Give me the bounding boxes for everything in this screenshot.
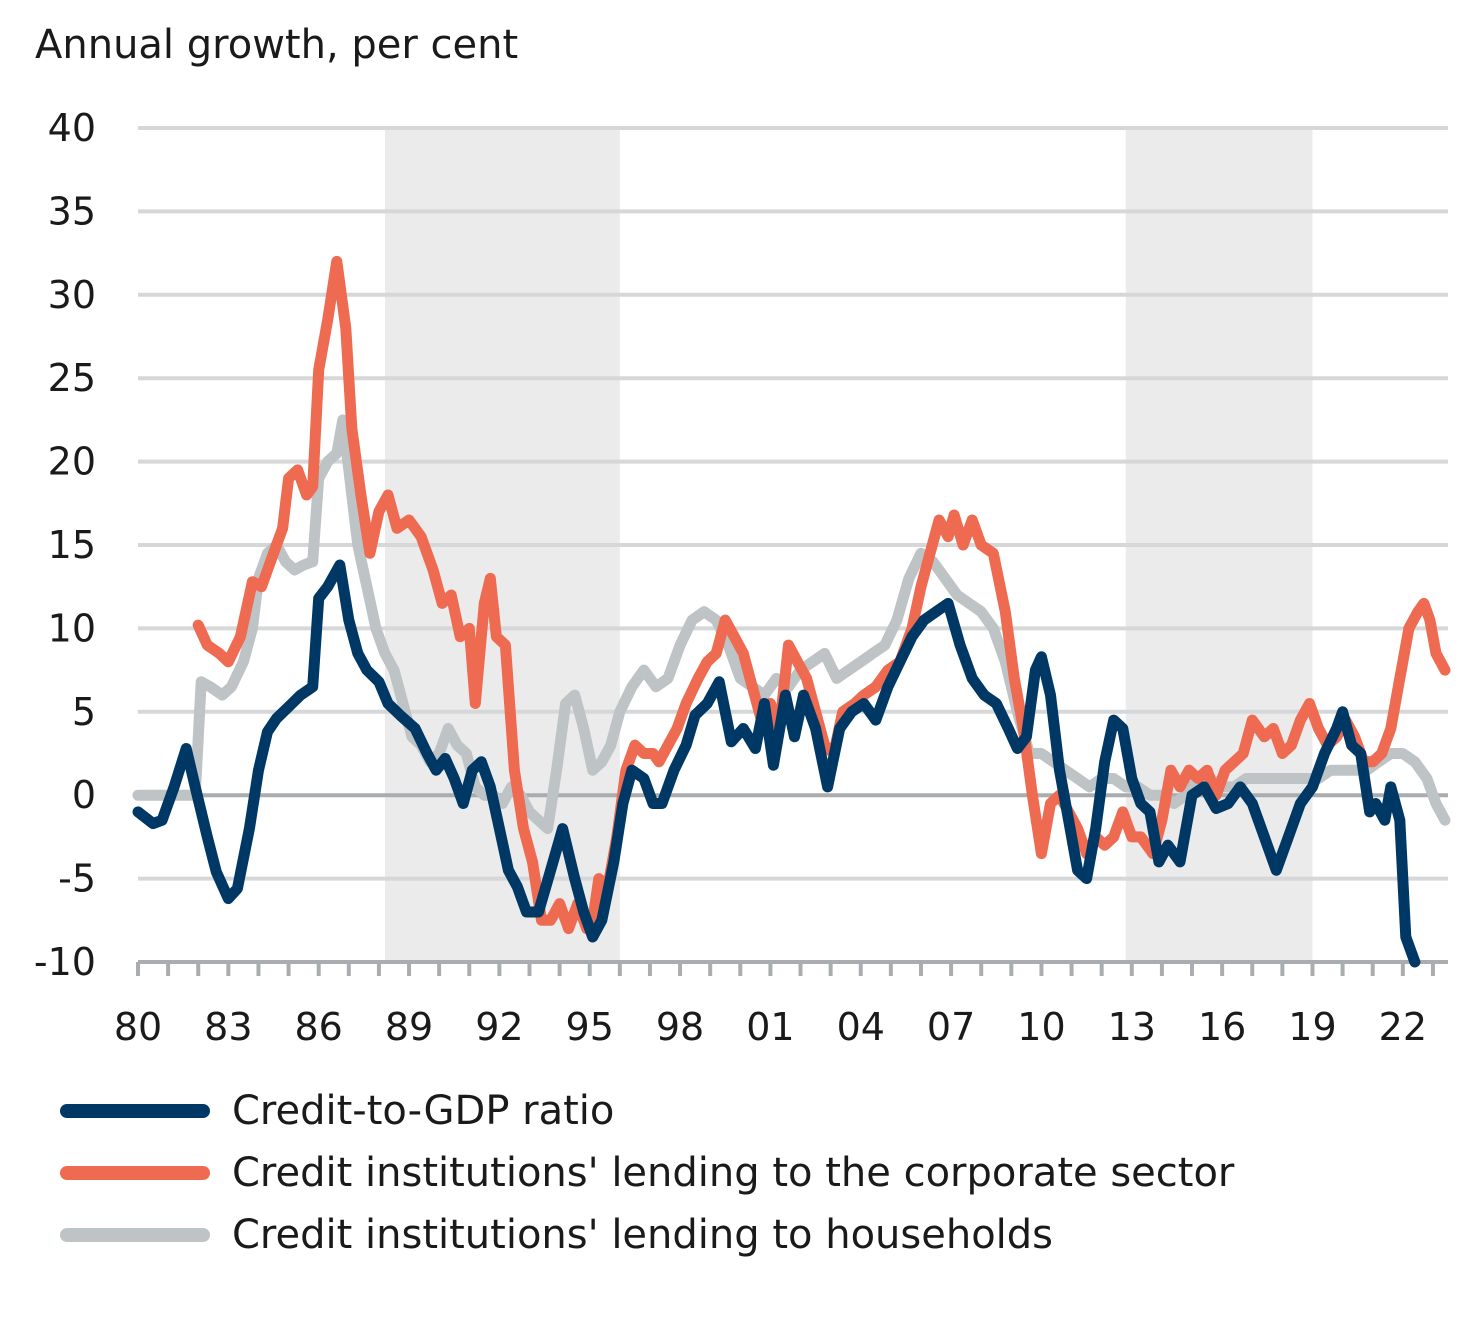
x-tick-label: 98: [656, 1005, 704, 1049]
series-line-credit-to-gdp: [132, 559, 1421, 968]
x-tick-label: 07: [927, 1005, 975, 1049]
legend-label-corporate-lending: Credit institutions' lending to the corp…: [232, 1150, 1235, 1196]
line-chart: Annual growth, per cent 40 35 30 25 20 15 10 5 0…: [34, 22, 1451, 1049]
legend-swatch-credit-to-gdp: [60, 1104, 210, 1118]
y-tick-label: 35: [48, 189, 96, 233]
y-tick-label: 30: [48, 273, 96, 317]
legend-item-credit-to-gdp: Credit-to-GDP ratio: [60, 1080, 1234, 1142]
x-tick-label: 22: [1379, 1005, 1427, 1049]
x-tick-label: 86: [295, 1005, 343, 1049]
x-tick-label: 01: [746, 1005, 794, 1049]
x-axis: [136, 960, 1448, 976]
y-tick-label: -5: [58, 857, 96, 901]
legend-label-credit-to-gdp: Credit-to-GDP ratio: [232, 1088, 615, 1134]
x-tick-label: 92: [475, 1005, 523, 1049]
series-lines: [132, 255, 1451, 968]
x-tick-label: 83: [204, 1005, 252, 1049]
y-tick-label: 15: [48, 523, 96, 567]
legend: Credit-to-GDP ratio Credit institutions'…: [60, 1080, 1234, 1266]
legend-label-household-lending: Credit institutions' lending to househol…: [232, 1212, 1054, 1258]
x-tick-label: 95: [566, 1005, 614, 1049]
x-tick-label: 19: [1288, 1005, 1336, 1049]
y-axis-label: Annual growth, per cent: [35, 22, 518, 68]
legend-item-household-lending: Credit institutions' lending to househol…: [60, 1204, 1234, 1266]
y-tick-label: 40: [48, 106, 96, 150]
y-tick-label: 25: [48, 356, 96, 400]
y-tick-label: 10: [48, 606, 96, 650]
y-tick-labels: 40 35 30 25 20 15 10 5 0 -5 -10: [34, 106, 96, 984]
x-tick-label: 80: [114, 1005, 162, 1049]
series-line-corporate-lending: [192, 255, 1451, 935]
y-tick-label: 20: [48, 440, 96, 484]
y-tick-label: 0: [72, 773, 96, 817]
x-tick-label: 13: [1108, 1005, 1156, 1049]
x-tick-labels: 80 83 86 89 92 95 98 01 04 07 10 13 16 19 22: [114, 1005, 1427, 1049]
x-tick-label: 16: [1198, 1005, 1246, 1049]
legend-item-corporate-lending: Credit institutions' lending to the corp…: [60, 1142, 1234, 1204]
y-tick-label: 5: [72, 690, 96, 734]
legend-swatch-household-lending: [60, 1228, 210, 1242]
legend-swatch-corporate-lending: [60, 1166, 210, 1180]
y-tick-label: -10: [34, 940, 96, 984]
x-tick-label: 10: [1017, 1005, 1065, 1049]
x-tick-label: 04: [837, 1005, 885, 1049]
x-tick-label: 89: [385, 1005, 433, 1049]
